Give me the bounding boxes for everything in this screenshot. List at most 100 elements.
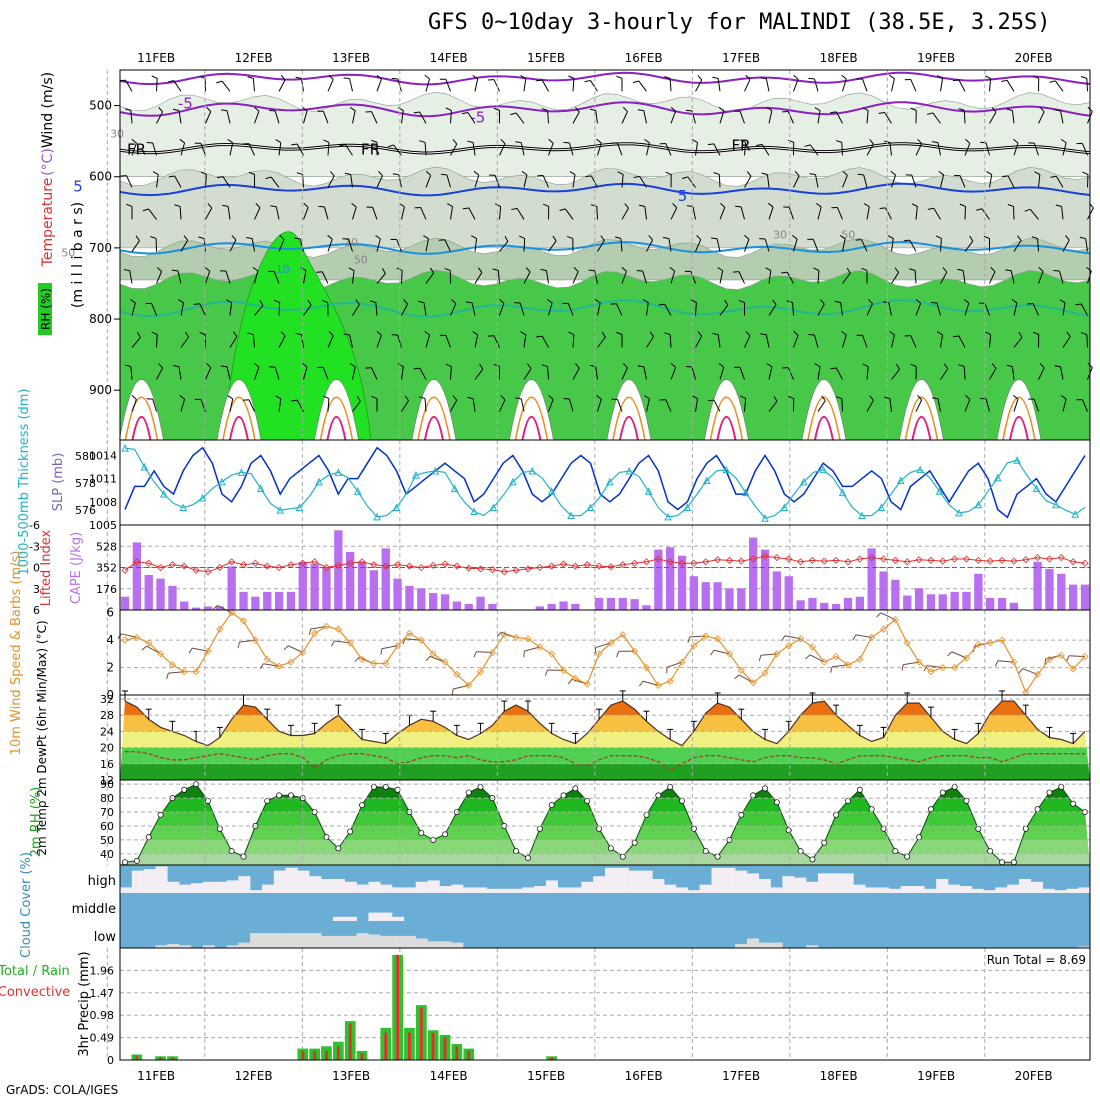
wind-barb xyxy=(744,175,752,188)
lifted-index-point xyxy=(405,562,414,570)
wind-barb xyxy=(375,302,378,316)
cape-bar xyxy=(713,582,722,610)
wind-barb-flag xyxy=(283,645,289,651)
wind-barb xyxy=(915,206,918,220)
wind-barb xyxy=(352,206,357,220)
wind-barb-flag xyxy=(588,269,595,272)
wind-barb xyxy=(1061,206,1064,220)
contour-label: FR xyxy=(127,141,146,159)
wind-barb-flag xyxy=(895,363,900,370)
cape-bar xyxy=(689,576,698,610)
wind-barb-flag xyxy=(1031,236,1038,239)
wind-axis-label: Wind (m/s) xyxy=(40,72,56,148)
wind-barb xyxy=(303,304,312,316)
wind-barb-flag xyxy=(991,363,997,369)
wind-barb xyxy=(567,303,574,316)
cloud-bar-low xyxy=(747,938,760,948)
cape-bar xyxy=(452,601,461,610)
temp-band xyxy=(120,763,1090,780)
rh-point xyxy=(465,789,472,796)
wind-barb xyxy=(616,303,623,316)
thickness-point xyxy=(218,477,226,486)
wind-barb-flag xyxy=(343,333,350,336)
wind-barb-flag xyxy=(681,176,688,179)
cape-bar xyxy=(903,595,912,610)
cloud-bar-high xyxy=(451,884,464,893)
wind-barb xyxy=(842,175,848,188)
thickness-point xyxy=(955,508,963,517)
precip-tick-label: 0 xyxy=(107,1054,114,1067)
rh-point xyxy=(987,848,994,855)
wind-barb-flag xyxy=(622,363,628,369)
wind-barb-flag xyxy=(937,331,943,336)
wind-barb-flag xyxy=(377,170,383,176)
thickness-point xyxy=(1013,456,1021,464)
wind-barb xyxy=(719,304,729,316)
wind-barb-flag xyxy=(467,396,474,400)
wind-barb-flag xyxy=(349,106,356,112)
wind-barb-flag xyxy=(1002,175,1009,177)
date-label-bottom: 18FEB xyxy=(820,1069,858,1083)
wind-barb xyxy=(866,366,869,380)
rh-point xyxy=(880,825,887,832)
wind-barb xyxy=(744,335,751,348)
wind-barb xyxy=(964,399,971,412)
wind-barb xyxy=(836,207,843,220)
wind-barb-flag xyxy=(1005,269,1012,272)
rh-point xyxy=(1046,789,1053,796)
cloud-bar-high xyxy=(888,888,901,893)
cape-bar xyxy=(938,594,947,610)
wind-barb-flag xyxy=(1024,208,1031,212)
lifted-index-point xyxy=(453,562,461,570)
wind-barb xyxy=(719,207,726,220)
wind-barb xyxy=(572,367,580,380)
wind-barb-flag xyxy=(869,395,874,401)
cloud-bar-high xyxy=(676,887,689,893)
wind-barb xyxy=(866,303,873,316)
wind-barb-flag xyxy=(952,335,959,338)
wind-barb-flag xyxy=(424,331,430,336)
wind-speed-point xyxy=(879,625,888,633)
wind-barb xyxy=(131,240,140,252)
wind-barb xyxy=(126,175,133,188)
wind-speed-point xyxy=(619,631,627,639)
wind-barb xyxy=(303,270,307,284)
wind-barb-flag xyxy=(331,640,335,647)
rh-point xyxy=(359,802,365,809)
wind-barb-flag xyxy=(206,106,212,112)
wind-barb xyxy=(303,110,308,124)
wind-barb-flag xyxy=(275,139,282,143)
rh-point xyxy=(797,848,804,855)
wind-speed-point xyxy=(275,662,283,670)
wind-barb-flag xyxy=(452,395,458,401)
slp-thickness-panel xyxy=(119,439,1091,526)
cape-bar xyxy=(440,594,450,610)
wind-barb xyxy=(1081,143,1088,156)
wind-barb xyxy=(248,143,255,156)
wind-barb xyxy=(445,335,451,348)
cape-bar xyxy=(1009,602,1018,610)
cape-bar xyxy=(215,606,224,610)
cape-bar xyxy=(725,588,734,610)
date-label-top: 20FEB xyxy=(1015,51,1053,65)
wind-barb xyxy=(866,400,874,412)
wind-barb xyxy=(669,334,672,348)
thickness-tick-label: 580 xyxy=(75,450,96,463)
lifted-index-point xyxy=(773,554,781,562)
cape-bar xyxy=(618,597,627,610)
wind-barb-flag xyxy=(1034,171,1041,175)
wind-barb xyxy=(131,337,141,348)
thickness-point xyxy=(1071,510,1080,518)
wind-barb-flag xyxy=(1032,331,1039,335)
lifted-index-point xyxy=(1034,554,1042,562)
wind-barb-flag xyxy=(830,666,833,673)
lifted-index-point xyxy=(785,555,793,563)
wind-barb-flag xyxy=(525,267,531,273)
wind-barb-flag xyxy=(323,139,330,143)
wind-speed-point xyxy=(951,664,959,672)
wind-barb-flag xyxy=(991,107,997,113)
rh-point xyxy=(442,831,448,838)
wind-barb-flag xyxy=(124,364,132,368)
wind-barb xyxy=(984,303,990,316)
lifted-index-point xyxy=(666,558,674,566)
